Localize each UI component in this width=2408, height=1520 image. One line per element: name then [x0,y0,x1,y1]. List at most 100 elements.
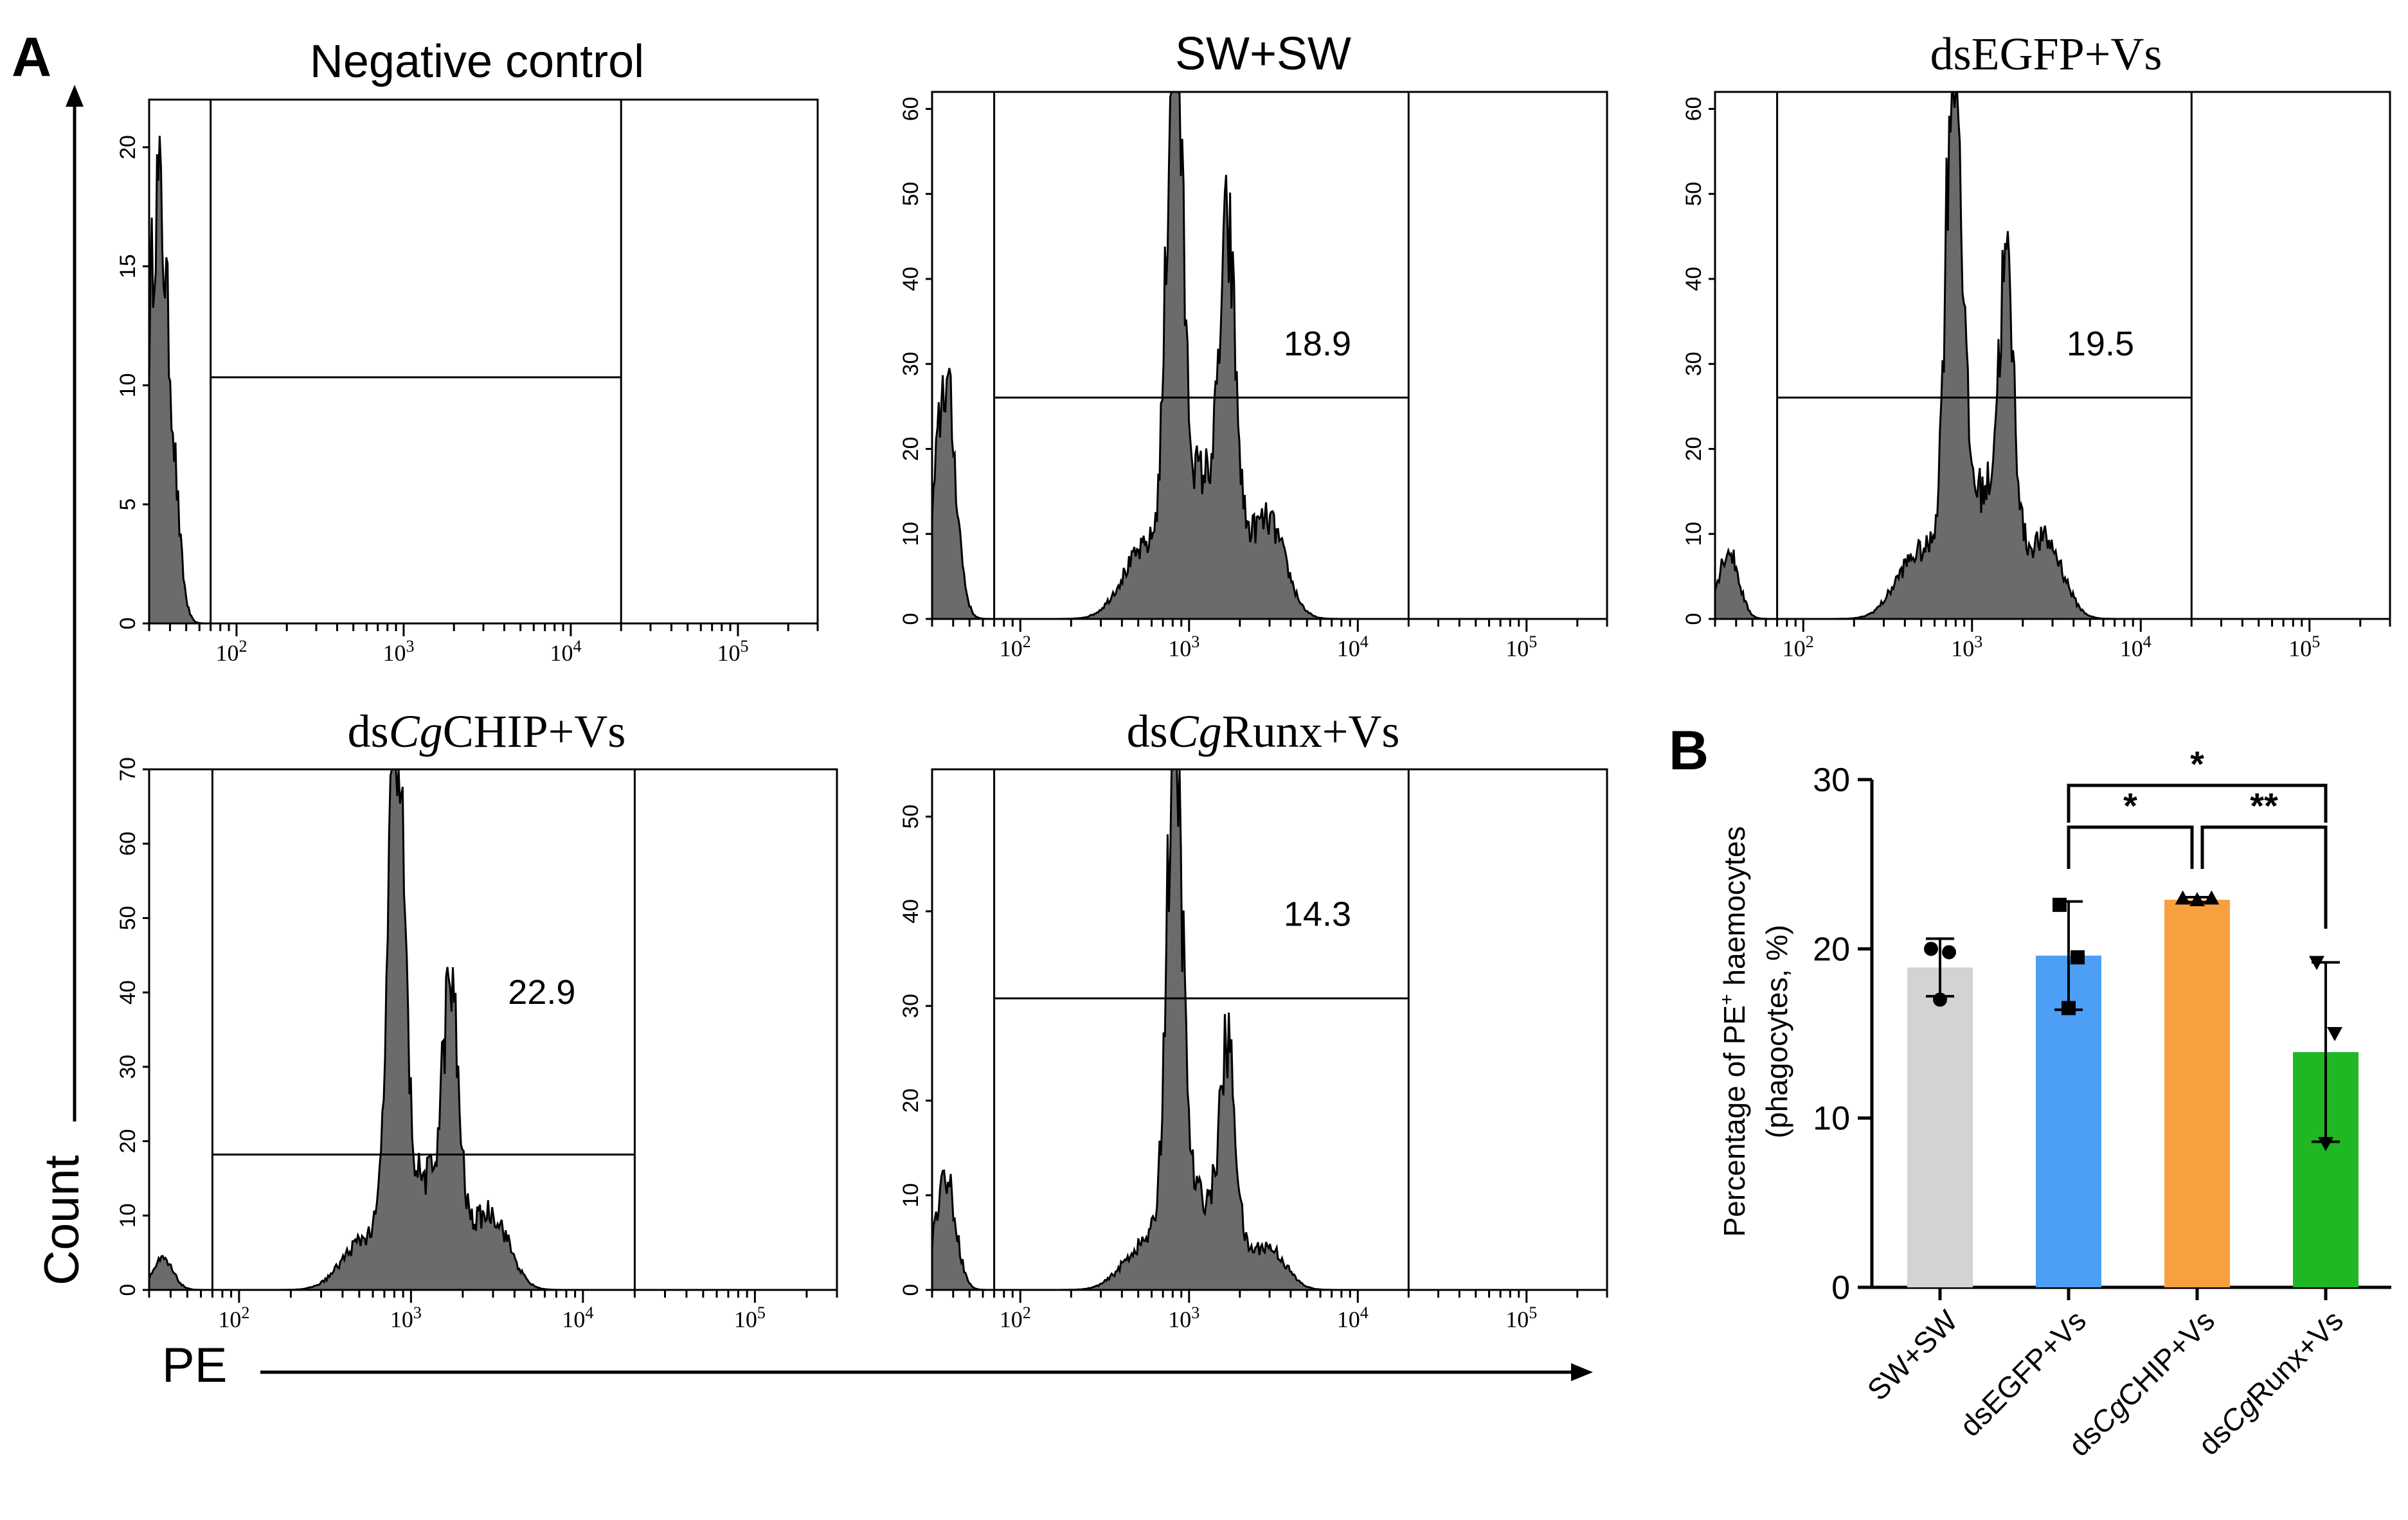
x-tick-base: 10 [1783,636,1806,661]
x-tick-base: 10 [218,1307,241,1332]
y-tick-label: 20 [899,1089,923,1113]
x-tick-label: 102 [215,637,247,666]
significance-bracket [2067,825,2194,869]
y-tick-label: 20 [116,135,140,159]
data-point-circle [1933,992,1947,1007]
y-tick-label: 10 [116,1203,140,1228]
x-tick-label: 103 [390,1303,422,1332]
x-tick-label: 103 [1168,632,1200,661]
gate-percent: 19.5 [2067,325,2134,363]
data-point-triangle-up [2189,891,2205,906]
histogram-area [148,136,584,625]
x-tick-label: 103 [1168,1303,1200,1332]
y-tick-label: 40 [116,980,140,1005]
y-tick-label: 0 [1831,1269,1850,1307]
count-axis-label: Count [35,1155,89,1285]
y-axis-label-line2: (phagocytes, %) [1760,925,1793,1138]
y-tick-label: 20 [899,437,923,461]
x-tick-base: 10 [1337,1307,1360,1332]
x-tick-exponent: 3 [413,1303,422,1322]
x-tick-label: 103 [382,637,414,666]
y-tick-label: 30 [1682,352,1706,376]
y-tick-label: 30 [899,352,923,376]
x-tick-base: 10 [562,1307,585,1332]
bar-chart-panel: 0 10 20 30 Percentage of PE+ haemocytes (phag… [1716,744,2391,1463]
x-tick-label: 104 [550,637,581,666]
x-tick-base: 10 [1168,1307,1191,1332]
y-tick-label: 0 [116,618,140,630]
y-tick-label: 50 [1682,182,1706,206]
x-tick-base: 10 [717,640,740,666]
significance-label: ** [2250,785,2278,826]
x-tick-base: 10 [1337,636,1360,661]
y-tick-label: 60 [899,97,923,121]
category-label-part: Runx+Vs [2240,1303,2350,1413]
y-tick-label: 40 [1682,267,1706,291]
title-part-italic: Cg [1168,706,1222,757]
histogram-title: dsCgRunx+Vs [1127,706,1400,757]
gate-percent: 14.3 [1284,895,1351,934]
y-tick-label: 20 [1682,437,1706,461]
bar-1 [1907,967,1973,1287]
x-tick-label: 105 [717,637,748,666]
y-tick-label: 10 [1682,522,1706,546]
category-label-part: dsEGFP+Vs [1953,1303,2092,1443]
significance-label: * [2190,744,2204,784]
x-tick-base: 10 [2120,636,2143,661]
significance-bracket [2067,783,2328,823]
y-tick-label: 50 [116,906,140,931]
x-tick-exponent: 2 [1806,632,1814,651]
data-point-square [2062,1001,2076,1015]
x-tick-label: 105 [1505,632,1537,661]
plot-frame [148,98,819,625]
x-tick-base: 10 [2288,636,2312,661]
count-arrow-head-icon [66,85,84,107]
x-tick-exponent: 2 [238,637,247,656]
x-tick-exponent: 3 [406,637,414,656]
x-tick-base: 10 [1000,1307,1023,1332]
significance-label: * [2123,785,2137,826]
x-tick-label: 102 [1000,632,1031,661]
data-point-triangle-down [2318,1137,2333,1152]
x-tick-base: 10 [1951,636,1974,661]
y-tick-label: 10 [899,1183,923,1208]
y-tick-label: 0 [116,1284,140,1296]
x-tick-label: 103 [1951,632,1982,661]
x-tick-label: 102 [218,1303,249,1332]
category-label-part: SW+SW [1861,1303,1964,1407]
data-point-triangle-down [2327,1027,2342,1041]
x-tick-label: 104 [562,1303,593,1332]
x-tick-exponent: 2 [1023,1303,1031,1322]
x-tick-label: 105 [734,1303,766,1332]
x-tick-exponent: 5 [740,637,748,656]
x-tick-label: 105 [2288,632,2320,661]
x-tick-exponent: 5 [1529,1303,1537,1322]
gate-percent: 18.9 [1284,325,1351,363]
panel-label-b: B [1669,720,1709,782]
y-tick-label: 20 [116,1129,140,1154]
histogram-area [931,768,1371,1291]
x-tick-label: 104 [1337,632,1369,661]
x-tick-exponent: 4 [1360,1303,1369,1322]
x-tick-exponent: 5 [2312,632,2320,651]
x-tick-base: 10 [390,1307,413,1332]
title-part: Runx+Vs [1222,706,1400,757]
data-point-triangle-up [2204,890,2220,905]
x-tick-exponent: 3 [1191,632,1200,651]
data-point-triangle-down [2309,956,2324,970]
data-point-triangle-up [2175,890,2191,905]
x-tick-exponent: 4 [585,1303,593,1322]
data-point-circle [1942,945,1956,960]
title-part-italic: Cg [389,706,443,757]
category-label-part: CHIP+Vs [2111,1303,2221,1413]
data-point-square [2053,897,2067,912]
x-tick-exponent: 4 [2143,632,2152,651]
x-tick-exponent: 3 [1191,1303,1200,1322]
y-tick-label: 20 [1813,931,1850,968]
y-tick-label: 50 [899,182,923,206]
